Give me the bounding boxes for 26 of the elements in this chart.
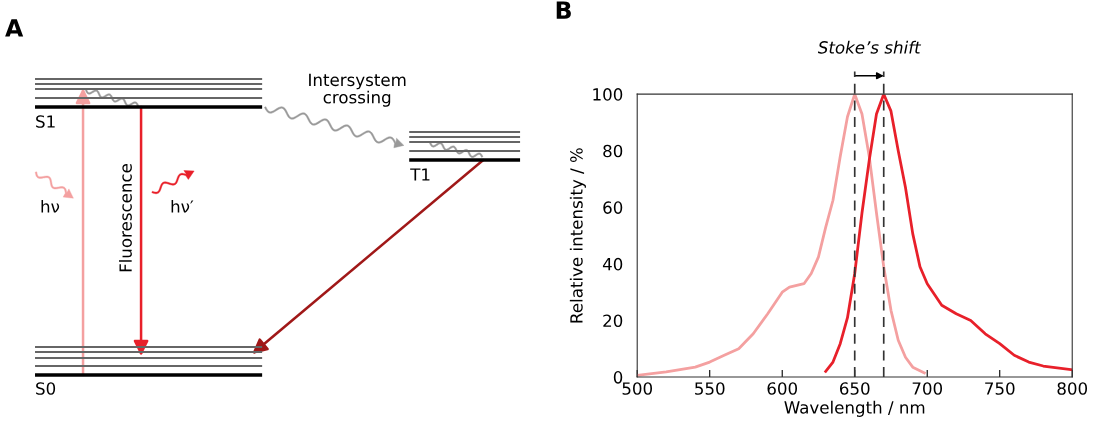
- y-axis-title: Relative intensity / %: [569, 148, 586, 323]
- x-axis-title: Wavelength / nm: [784, 400, 925, 417]
- text: T1: [410, 168, 430, 181]
- chart-title: B: [556, 1, 571, 19]
- text: Fluorescence: [119, 163, 132, 272]
- text: S0: [36, 382, 56, 395]
- y-tick-label: 20: [603, 314, 623, 328]
- x-tick-label: 700: [912, 382, 943, 395]
- text: hν′: [171, 199, 194, 213]
- text: S1: [36, 115, 55, 128]
- x-tick-label: 550: [695, 382, 725, 395]
- x-tick-label: 750: [985, 382, 1015, 395]
- text: Intersystem crossing: [309, 73, 406, 107]
- y-tick-label: 40: [602, 257, 623, 271]
- y-tick-label: 80: [603, 144, 623, 158]
- text: Stoke’s shift: [817, 40, 922, 54]
- text: A: [5, 19, 24, 37]
- y-tick-label: 100: [593, 88, 623, 101]
- y-tick-label: 0: [613, 371, 623, 384]
- x-tick-label: 650: [839, 382, 870, 395]
- text: hν: [41, 199, 60, 213]
- y-tick-label: 60: [603, 201, 623, 214]
- x-tick-label: 500: [622, 382, 653, 395]
- line-series: [824, 94, 1073, 373]
- x-tick-label: 600: [767, 382, 798, 395]
- x-tick-label: 800: [1057, 382, 1088, 395]
